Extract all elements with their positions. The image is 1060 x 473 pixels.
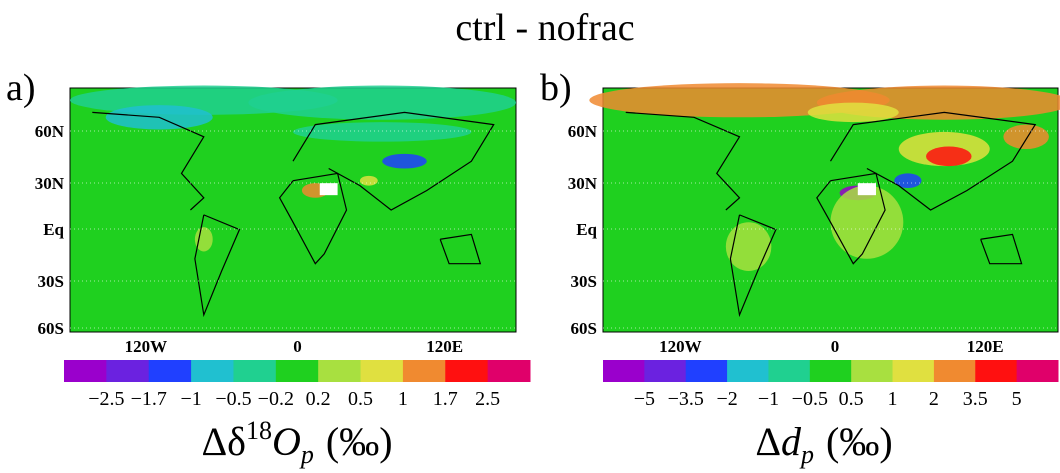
field-patch — [1003, 124, 1049, 149]
field-patch — [894, 173, 922, 189]
axis-label: Δδ18Op (‰) — [201, 416, 392, 469]
colorbar-swatch — [933, 360, 976, 382]
axis-label: Δdp (‰) — [755, 419, 892, 469]
figure-title: ctrl - nofrac — [455, 7, 634, 49]
colorbar-label: 2 — [929, 388, 939, 410]
masked-region — [319, 183, 338, 196]
lon-tick-label: 0 — [293, 337, 302, 356]
colorbar-swatch — [233, 360, 277, 382]
field-patch — [248, 85, 516, 120]
panel-label: b) — [540, 67, 572, 109]
coastline — [980, 233, 1023, 265]
colorbar-swatch — [106, 360, 150, 382]
coastline — [829, 111, 1037, 211]
label-symbol: Δ — [755, 419, 781, 464]
colorbar-swatch — [727, 360, 769, 382]
colorbar-label: 1 — [398, 388, 408, 410]
colorbar-label: −0.5 — [215, 388, 251, 410]
coastline — [625, 111, 741, 211]
coastline — [292, 111, 495, 211]
colorbar-label: −5 — [634, 388, 655, 410]
colorbar-label: −1 — [758, 388, 779, 410]
lat-tick-label: 60S — [38, 319, 64, 338]
lon-tick-label: 120W — [659, 337, 702, 356]
colorbar-swatch — [1016, 360, 1059, 382]
colorbar-label: 1 — [888, 388, 898, 410]
label-subscript: p — [299, 440, 314, 469]
colorbar-swatch — [644, 360, 687, 382]
colorbar-swatch — [975, 360, 1018, 382]
colorbar-label: 2.5 — [475, 388, 500, 410]
coastline — [816, 172, 886, 265]
colorbar-swatch — [487, 360, 531, 382]
colorbar-swatch — [318, 360, 362, 382]
colorbar-label: −2.5 — [88, 388, 124, 410]
colorbar-swatch — [402, 360, 446, 382]
colorbar-label: −2 — [716, 388, 737, 410]
label-symbol: Δδ — [201, 419, 246, 464]
colorbar-label: 5 — [1012, 388, 1022, 410]
field-patch — [382, 153, 427, 169]
colorbar-swatch — [191, 360, 234, 382]
colorbar-swatch — [768, 360, 811, 382]
lon-tick-label: 120E — [967, 337, 1004, 356]
colorbar-label: −0.5 — [792, 388, 828, 410]
coastline — [278, 172, 348, 265]
label-variable: O — [272, 419, 301, 464]
colorbar-swatch — [809, 360, 852, 382]
field-patch — [359, 175, 378, 186]
label-unit: (‰) — [326, 419, 393, 464]
colorbar-label: 0.5 — [839, 388, 864, 410]
field-patch — [293, 122, 472, 142]
colorbar-swatch — [685, 360, 728, 382]
panel-label: a) — [6, 67, 36, 109]
lon-tick-label: 120E — [426, 337, 463, 356]
field-patch — [830, 185, 904, 259]
lat-tick-label: 60S — [571, 319, 597, 338]
coastline — [194, 214, 241, 318]
colorbar-label: −3.5 — [668, 388, 704, 410]
lat-tick-label: 30N — [35, 174, 65, 193]
label-unit: (‰) — [826, 419, 893, 464]
colorbar-swatch — [360, 360, 404, 382]
lat-tick-label: 30S — [38, 272, 64, 291]
colorbar-swatch — [275, 360, 319, 382]
label-variable: d — [781, 419, 802, 464]
lat-tick-label: 60N — [568, 122, 598, 141]
colorbar-label: 1.7 — [433, 388, 458, 410]
colorbar-swatch — [64, 360, 107, 382]
label-subscript: p — [799, 440, 814, 469]
lat-tick-label: 60N — [35, 122, 65, 141]
lat-tick-label: 30S — [571, 272, 597, 291]
colorbar-label: 3.5 — [963, 388, 988, 410]
lon-tick-label: 120W — [125, 337, 168, 356]
colorbar-swatch — [892, 360, 935, 382]
colorbar-label: 0.5 — [348, 388, 373, 410]
colorbar-swatch — [851, 360, 894, 382]
colorbar-label: −0.2 — [258, 388, 294, 410]
colorbar-label: −1.7 — [131, 388, 167, 410]
field-patch — [725, 222, 772, 271]
lat-tick-label: Eq — [43, 220, 64, 239]
coastline — [439, 233, 482, 265]
field-patch — [194, 227, 213, 252]
field-patch — [807, 102, 899, 123]
colorbar-swatch — [148, 360, 192, 382]
label-superscript: 18 — [246, 416, 272, 445]
map-background — [602, 87, 1059, 333]
colorbar-label: −1 — [180, 388, 201, 410]
field-patch — [926, 146, 972, 167]
lat-tick-label: Eq — [576, 220, 597, 239]
coastline — [729, 214, 777, 318]
masked-region — [857, 183, 876, 196]
lon-tick-label: 0 — [831, 337, 840, 356]
colorbar-swatch — [603, 360, 645, 382]
coastline — [92, 111, 205, 211]
colorbar-label: 0.2 — [306, 388, 331, 410]
colorbar-swatch — [445, 360, 489, 382]
lat-tick-label: 30N — [568, 174, 598, 193]
